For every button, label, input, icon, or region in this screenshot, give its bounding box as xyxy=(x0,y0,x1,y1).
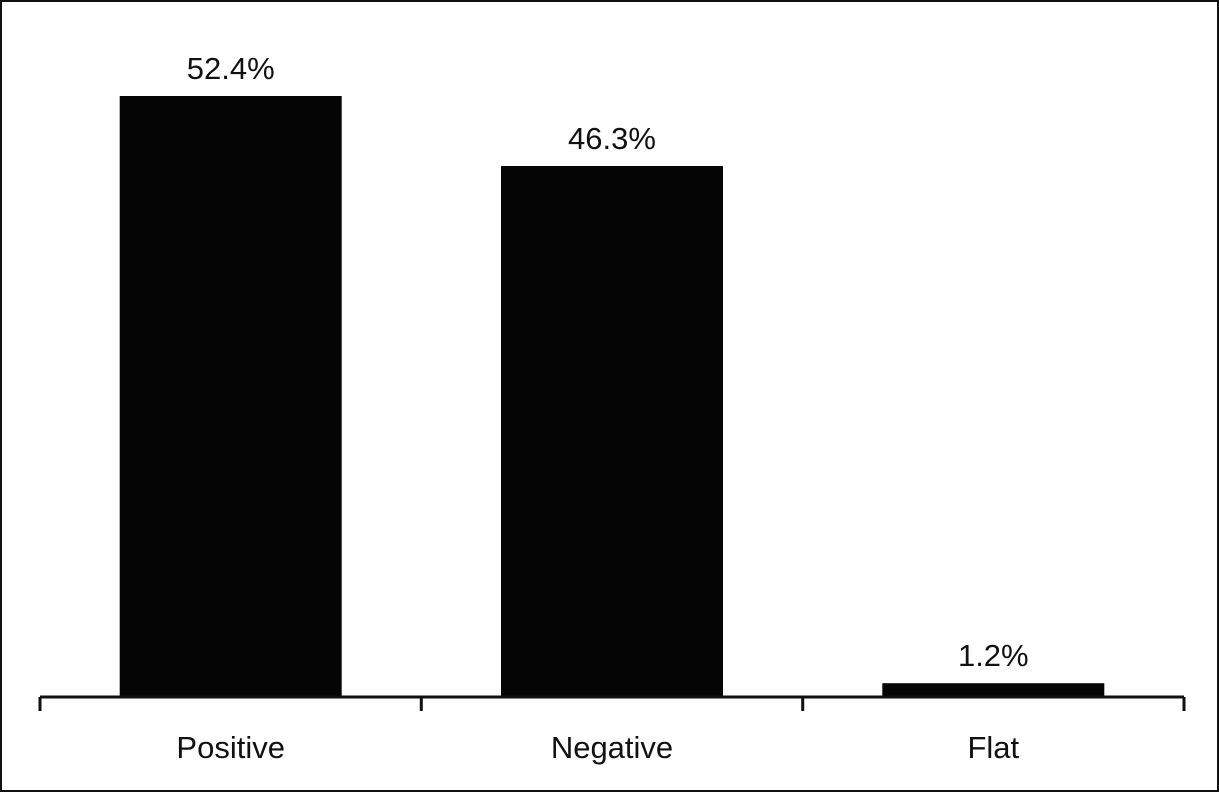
data-label-positive: 52.4% xyxy=(187,51,275,86)
data-label-negative: 46.3% xyxy=(568,121,656,156)
data-label-flat: 1.2% xyxy=(958,638,1029,673)
bar-flat xyxy=(882,683,1105,697)
category-label-negative: Negative xyxy=(551,730,673,765)
category-label-flat: Flat xyxy=(967,730,1019,765)
category-labels-group: Positive Negative Flat xyxy=(176,730,1019,765)
category-label-positive: Positive xyxy=(176,730,285,765)
x-axis xyxy=(38,695,1186,711)
bars-group xyxy=(119,96,1105,697)
data-labels-group: 52.4% 46.3% 1.2% xyxy=(187,51,1029,673)
bar-negative xyxy=(501,166,723,697)
bar-positive xyxy=(119,96,342,697)
